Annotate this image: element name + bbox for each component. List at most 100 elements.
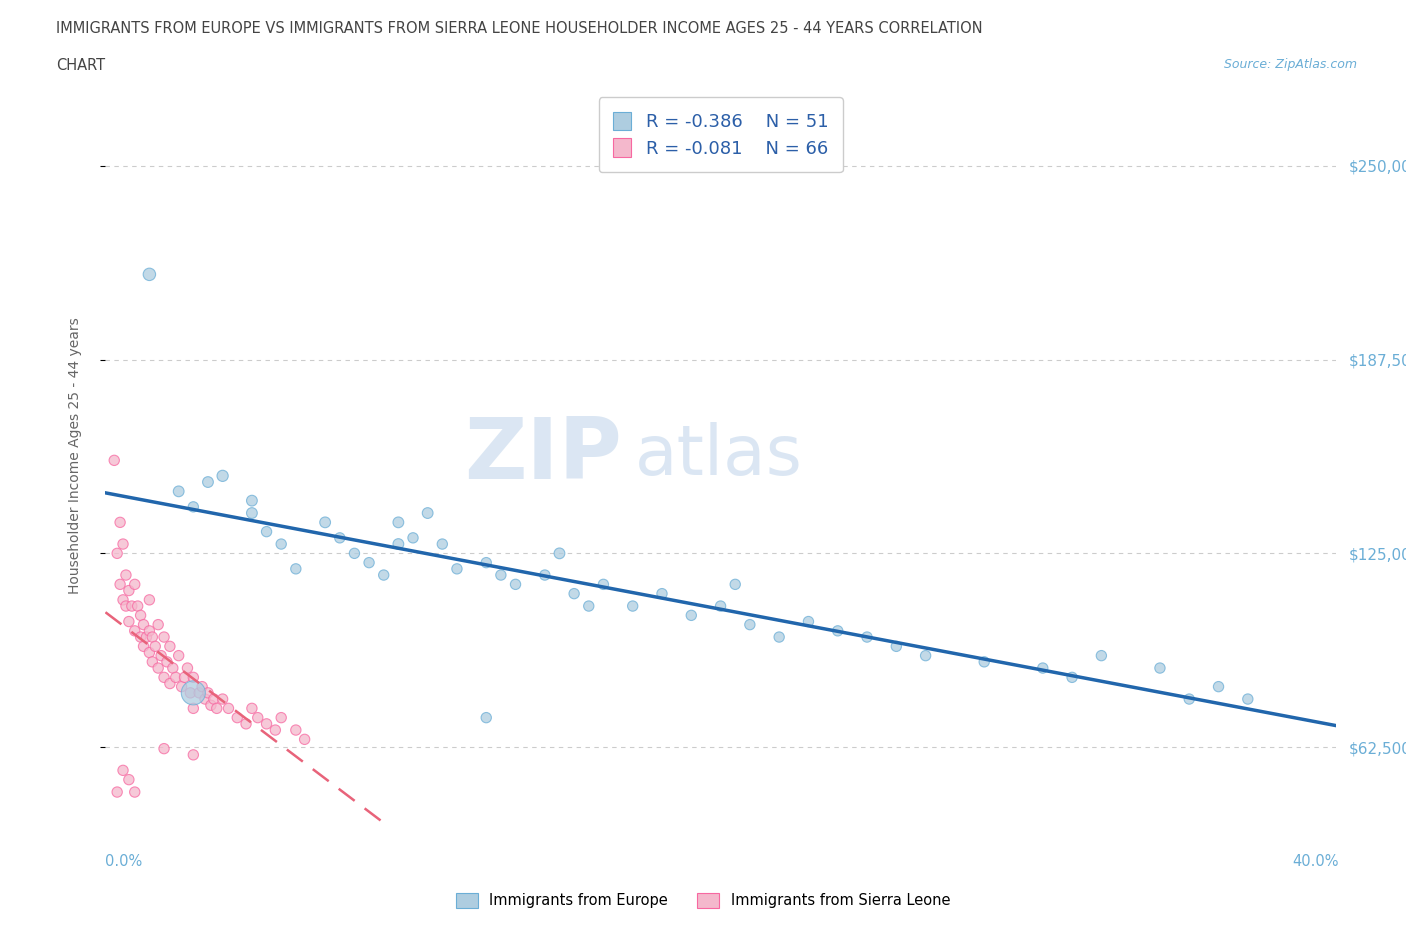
Point [256, 716, 278, 731]
Point [138, 645, 160, 660]
Point [578, 599, 600, 614]
Text: atlas: atlas [634, 422, 803, 489]
Text: 40.0%: 40.0% [1292, 854, 1339, 869]
Point [167, 648, 190, 663]
Point [505, 577, 527, 591]
Point [124, 785, 146, 800]
Text: CHART: CHART [56, 58, 105, 73]
Point [118, 614, 141, 629]
Point [121, 599, 143, 614]
Point [112, 763, 135, 777]
Point [118, 583, 141, 598]
Point [138, 592, 160, 607]
Point [738, 618, 761, 632]
Point [156, 655, 179, 670]
Point [197, 685, 219, 700]
Point [138, 623, 160, 638]
Point [1032, 660, 1054, 675]
Point [115, 567, 138, 582]
Point [148, 618, 170, 632]
Point [148, 660, 170, 675]
Point [548, 546, 571, 561]
Point [856, 630, 879, 644]
Point [533, 567, 555, 582]
Point [183, 670, 205, 684]
Point [159, 676, 181, 691]
Point [1208, 679, 1230, 694]
Point [170, 679, 193, 694]
Point [191, 679, 214, 694]
Point [343, 546, 366, 561]
Point [284, 723, 307, 737]
Point [202, 692, 225, 707]
Point [162, 660, 184, 675]
Point [153, 630, 176, 644]
Point [115, 599, 138, 614]
Point [135, 630, 157, 644]
Point [200, 698, 222, 712]
Point [176, 660, 198, 675]
Point [194, 692, 217, 707]
Point [402, 530, 425, 545]
Point [294, 732, 316, 747]
Point [284, 562, 307, 577]
Point [681, 608, 703, 623]
Point [188, 685, 211, 700]
Point [432, 537, 454, 551]
Point [141, 655, 163, 670]
Point [124, 623, 146, 638]
Point [314, 515, 336, 530]
Point [108, 515, 131, 530]
Point [387, 515, 409, 530]
Y-axis label: Householder Income Ages 25 - 44 years: Householder Income Ages 25 - 44 years [67, 317, 82, 594]
Point [768, 630, 790, 644]
Point [1062, 670, 1084, 684]
Point [270, 537, 292, 551]
Point [183, 685, 205, 700]
Point [183, 748, 205, 763]
Point [127, 599, 149, 614]
Point [489, 567, 512, 582]
Point [153, 670, 176, 684]
Point [235, 716, 257, 731]
Point [387, 537, 409, 551]
Point [226, 711, 249, 725]
Point [183, 499, 205, 514]
Point [416, 506, 439, 521]
Point [112, 592, 135, 607]
Point [651, 586, 673, 601]
Point [475, 711, 498, 725]
Point [446, 562, 468, 577]
Point [105, 785, 128, 800]
Text: ZIP: ZIP [464, 414, 621, 498]
Point [197, 474, 219, 489]
Point [132, 618, 155, 632]
Point [621, 599, 644, 614]
Point [1178, 692, 1201, 707]
Text: Source: ZipAtlas.com: Source: ZipAtlas.com [1223, 58, 1357, 71]
Point [179, 685, 201, 700]
Point [240, 493, 263, 508]
Point [150, 648, 173, 663]
Text: 0.0%: 0.0% [105, 854, 142, 869]
Point [165, 670, 187, 684]
Point [103, 453, 125, 468]
Legend: R = -0.386    N = 51, R = -0.081    N = 66: R = -0.386 N = 51, R = -0.081 N = 66 [599, 98, 842, 172]
Point [112, 537, 135, 551]
Point [827, 623, 849, 638]
Point [129, 630, 152, 644]
Point [159, 639, 181, 654]
Point [132, 639, 155, 654]
Point [914, 648, 936, 663]
Point [710, 599, 733, 614]
Point [1090, 648, 1112, 663]
Point [256, 525, 278, 539]
Point [1149, 660, 1171, 675]
Point [359, 555, 381, 570]
Point [475, 555, 498, 570]
Point [264, 723, 287, 737]
Point [373, 567, 395, 582]
Point [211, 692, 233, 707]
Point [240, 701, 263, 716]
Point [270, 711, 292, 725]
